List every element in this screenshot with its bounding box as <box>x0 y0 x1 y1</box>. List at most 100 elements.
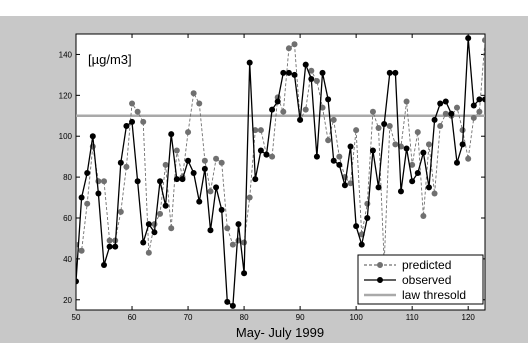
x-axis: 50 60 70 80 90 100 110 120 <box>72 34 475 322</box>
unit-label: [µg/m3] <box>88 52 132 67</box>
data-point-predicted <box>213 155 220 162</box>
data-point-observed <box>112 243 119 250</box>
data-point-predicted <box>353 127 360 134</box>
data-point-observed <box>213 184 220 191</box>
data-point-observed <box>190 170 197 177</box>
data-point-observed <box>364 215 371 221</box>
data-point-predicted <box>431 190 438 197</box>
x-tick-label: 90 <box>296 313 305 322</box>
data-point-observed <box>257 147 264 154</box>
data-point-observed <box>218 206 225 213</box>
data-point-observed <box>129 118 136 125</box>
data-point-predicted <box>101 178 108 185</box>
data-point-observed <box>280 69 287 76</box>
legend-marker-predicted <box>377 262 383 268</box>
data-point-predicted <box>465 155 472 162</box>
data-point-predicted <box>369 108 376 115</box>
data-point-observed <box>241 270 248 277</box>
data-point-observed <box>392 69 399 76</box>
data-point-predicted <box>168 225 175 232</box>
data-point-predicted <box>453 104 460 111</box>
x-axis-title: May- July 1999 <box>236 325 324 340</box>
data-point-observed <box>101 262 108 269</box>
x-tick-label: 70 <box>184 313 193 322</box>
data-point-predicted <box>470 114 477 121</box>
y-tick-label: 100 <box>59 132 73 141</box>
data-point-observed <box>263 151 270 158</box>
data-point-observed <box>403 145 410 152</box>
data-point-predicted <box>157 210 164 217</box>
data-point-predicted <box>95 178 102 185</box>
data-point-observed <box>95 190 102 197</box>
data-point-observed <box>117 159 124 166</box>
data-point-observed <box>274 98 281 105</box>
data-point-predicted <box>117 208 124 215</box>
data-point-observed <box>420 149 427 156</box>
data-point-observed <box>341 182 348 189</box>
x-tick-label: 80 <box>240 313 249 322</box>
data-point-predicted <box>140 118 147 125</box>
data-point-observed <box>297 116 304 123</box>
data-point-predicted <box>123 163 130 170</box>
data-point-observed <box>470 102 477 109</box>
data-point-observed <box>140 239 147 246</box>
data-point-observed <box>185 157 192 164</box>
data-point-observed <box>229 302 236 309</box>
data-point-observed <box>347 143 354 150</box>
data-point-observed <box>151 229 158 236</box>
data-point-predicted <box>308 67 315 74</box>
data-point-predicted <box>173 147 180 154</box>
data-point-observed <box>425 184 432 191</box>
data-point-observed <box>179 176 186 183</box>
data-point-observed <box>84 170 91 177</box>
series-line-predicted <box>76 40 485 264</box>
data-point-observed <box>386 69 393 76</box>
data-point-observed <box>123 123 130 129</box>
y-tick-label: 40 <box>63 255 72 264</box>
x-tick-label: 100 <box>349 313 363 322</box>
x-tick-label: 50 <box>72 313 81 322</box>
y-tick-label: 140 <box>59 50 73 59</box>
data-point-observed <box>246 59 253 66</box>
data-point-predicted <box>482 37 485 44</box>
data-point-observed <box>313 153 320 160</box>
data-point-observed <box>397 188 404 195</box>
data-point-predicted <box>190 90 197 97</box>
data-point-predicted <box>201 157 208 164</box>
data-point-predicted <box>129 100 136 107</box>
data-point-observed <box>252 176 259 183</box>
data-point-predicted <box>280 108 287 115</box>
data-point-predicted <box>420 212 427 219</box>
data-point-observed <box>431 116 438 123</box>
y-tick-label: 120 <box>59 91 73 100</box>
data-point-observed <box>76 278 79 285</box>
data-point-predicted <box>134 108 141 115</box>
data-point-observed <box>336 161 343 168</box>
data-point-observed <box>476 96 483 103</box>
data-point-observed <box>162 202 169 209</box>
data-point-predicted <box>336 153 343 160</box>
data-point-observed <box>269 106 276 113</box>
data-point-predicted <box>347 180 354 187</box>
data-point-observed <box>381 120 388 127</box>
data-point-predicted <box>364 200 371 207</box>
data-point-predicted <box>425 141 432 148</box>
data-point-predicted <box>403 98 410 105</box>
data-point-predicted <box>218 159 225 166</box>
data-point-observed <box>207 227 214 234</box>
data-point-predicted <box>476 108 483 115</box>
data-point-observed <box>157 178 164 185</box>
data-point-observed <box>308 75 315 82</box>
data-point-observed <box>448 110 455 117</box>
data-point-predicted <box>84 200 91 207</box>
data-point-predicted <box>196 100 203 107</box>
data-point-observed <box>134 178 141 185</box>
data-point-predicted <box>414 129 421 136</box>
data-point-observed <box>201 165 208 172</box>
data-point-predicted <box>229 241 236 248</box>
data-point-predicted <box>257 127 264 134</box>
data-point-observed <box>414 170 421 177</box>
data-point-predicted <box>325 137 332 144</box>
data-point-predicted <box>313 78 320 85</box>
